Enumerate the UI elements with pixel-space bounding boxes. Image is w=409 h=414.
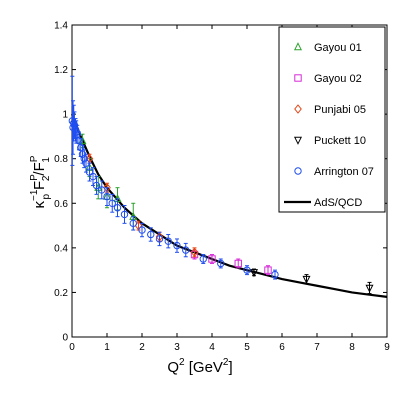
legend-label-puckett-10: Puckett 10 (314, 135, 366, 147)
legend-entries: Gayou 01 Gayou 02 Punjabi 05 Puckett 10 Arri… (284, 42, 374, 209)
legend-swatch-punjabi-05 (294, 104, 302, 114)
data-point-arrington-07 (271, 270, 279, 279)
data-point-puckett-10 (249, 269, 259, 278)
data-point-puckett-10 (365, 284, 374, 293)
x-tick-label: 9 (384, 342, 390, 353)
data-point-arrington-07 (173, 241, 181, 250)
legend-swatch-arrington-07 (294, 167, 302, 175)
x-axis-ticks: 0 1 2 3 4 5 6 7 8 9 (69, 25, 390, 353)
data-point-arrington-07 (164, 237, 172, 245)
data-point-punjabi-05 (190, 247, 199, 258)
y-tick-label: 0.6 (54, 199, 68, 210)
y-tick-label: 0 (62, 333, 68, 344)
x-tick-label: 2 (139, 342, 145, 353)
x-axis-label: Q2 [GeV2] (167, 357, 232, 376)
x-tick-label: 4 (209, 342, 215, 353)
y-tick-label: 1 (62, 110, 68, 121)
data-point-arrington-07 (80, 155, 88, 163)
x-tick-label: 5 (244, 342, 250, 353)
x-tick-label: 1 (104, 342, 110, 353)
legend-swatch-puckett-10 (293, 136, 303, 145)
x-tick-label: 7 (314, 342, 320, 353)
data-point-arrington-07 (182, 246, 190, 254)
legend-swatch-gayou-01 (293, 42, 303, 51)
y-axis-label: κ−1pFP2/FP1 (29, 155, 52, 208)
data-point-arrington-07 (73, 130, 81, 138)
x-tick-label: 6 (279, 342, 285, 353)
plot-frame (71, 24, 388, 338)
data-point-arrington-07 (77, 143, 85, 152)
data-point-arrington-07 (138, 226, 146, 234)
plot-area (71, 24, 388, 338)
data-point-arrington-07 (129, 219, 137, 228)
data-point-gayou-02 (208, 255, 216, 263)
points-layer (68, 75, 374, 295)
x-axis-label-text: Q2 [GeV2] (167, 357, 232, 376)
y-axis-label-text: κ−1pFP2/FP1 (29, 155, 52, 208)
data-point-arrington-07 (120, 210, 129, 219)
x-tick-label: 8 (349, 342, 355, 353)
legend-label-arrington-07: Arrington 07 (314, 166, 374, 178)
data-point-arrington-07 (147, 230, 155, 239)
data-point-arrington-07 (92, 181, 101, 190)
legend-label-gayou-01: Gayou 01 (314, 42, 362, 54)
x-tick-label: 3 (174, 342, 180, 353)
legend: Gayou 01 Gayou 02 Punjabi 05 Puckett 10 Arri… (278, 26, 386, 213)
y-tick-label: 0.4 (54, 243, 68, 254)
data-point-arrington-07 (98, 186, 106, 194)
x-tick-label: 0 (69, 342, 75, 353)
data-point-gayou-02 (264, 266, 272, 274)
y-tick-label: 0.8 (54, 154, 68, 165)
data-point-arrington-07 (75, 137, 83, 145)
legend-label-gayou-02: Gayou 02 (314, 73, 362, 85)
legend-label-ads-qcd: AdS/QCD (314, 197, 362, 209)
legend-swatch-gayou-02 (294, 74, 302, 82)
data-point-arrington-07 (103, 192, 111, 201)
data-point-arrington-07 (155, 235, 164, 243)
y-tick-label: 1.4 (54, 21, 68, 32)
data-point-gayou-02 (234, 259, 242, 268)
y-tick-label: 1.2 (54, 65, 68, 76)
data-point-arrington-07 (199, 255, 207, 263)
data-point-arrington-07 (113, 204, 122, 212)
legend-label-punjabi-05: Punjabi 05 (314, 104, 366, 116)
data-point-arrington-07 (217, 259, 225, 268)
legend-box (278, 26, 386, 213)
y-tick-label: 0.2 (54, 288, 68, 299)
data-point-arrington-07 (243, 266, 251, 274)
data-point-puckett-10 (302, 275, 311, 284)
data-point-arrington-07 (108, 199, 116, 207)
